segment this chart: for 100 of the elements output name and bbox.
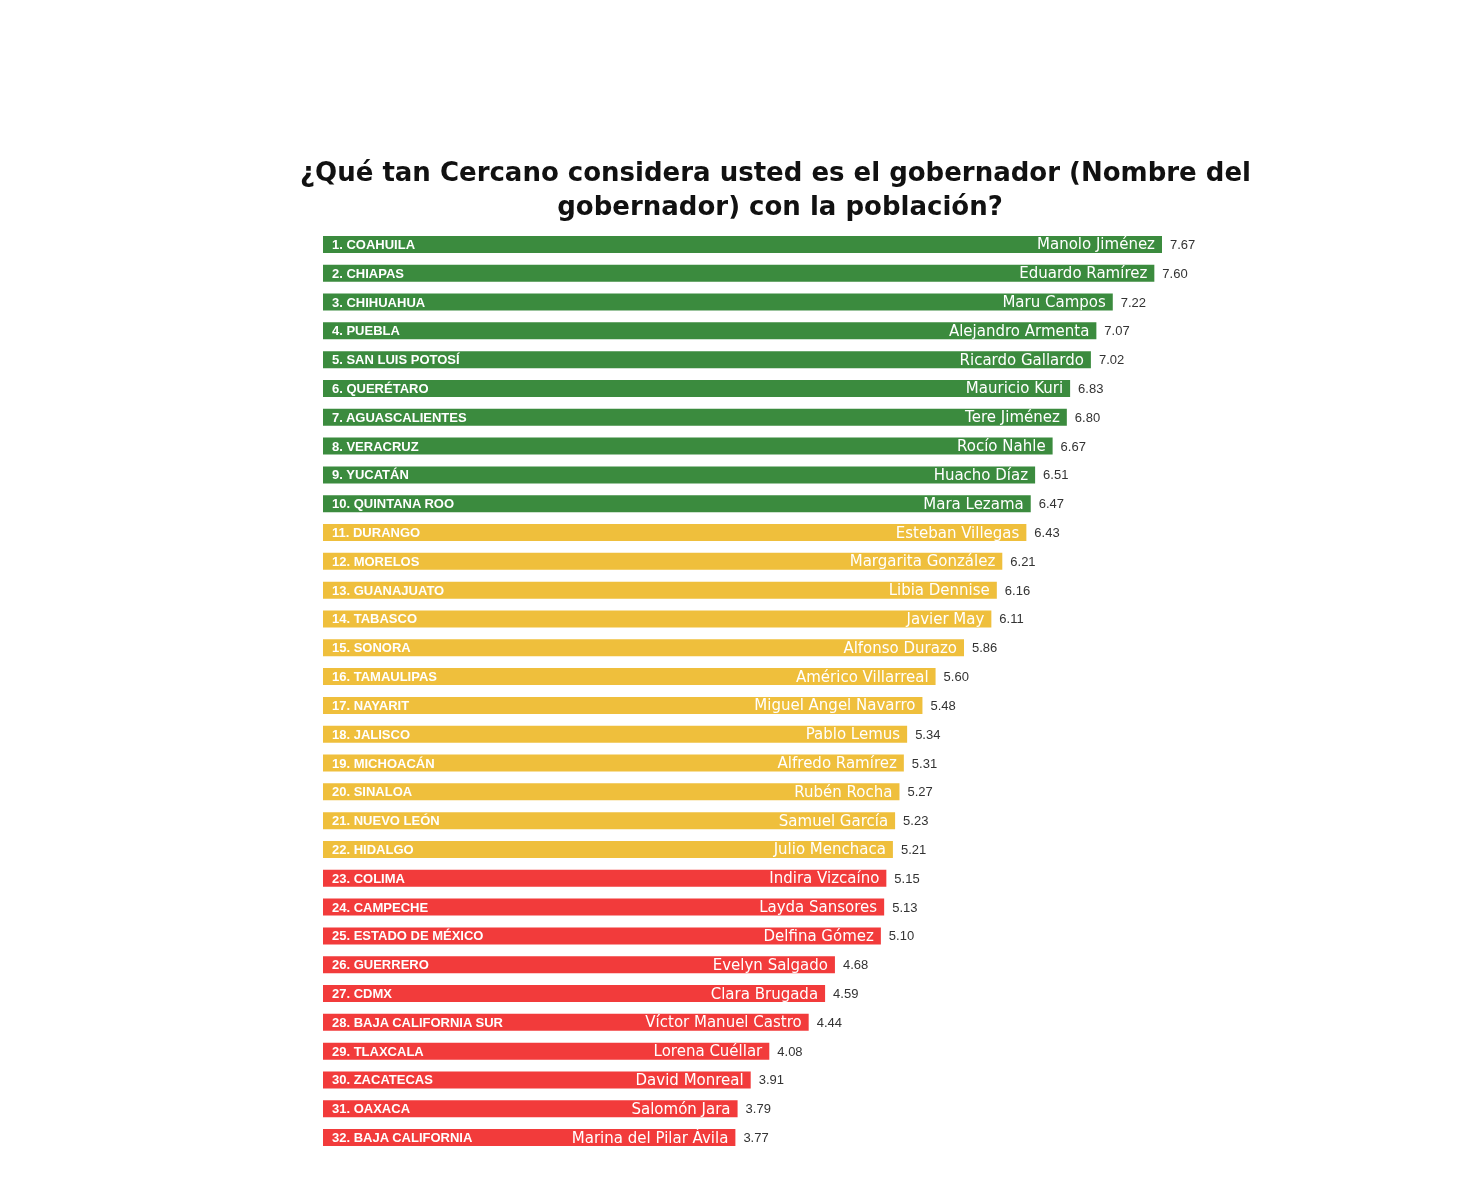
annotation: Esteban Villegas [895,523,1020,542]
y-tick-label: 27. CDMX [332,986,393,1002]
data-label: 4.59 [833,986,859,1002]
data-label: 5.86 [972,640,998,656]
y-tick-label: 25. ESTADO DE MÉXICO [332,928,484,944]
y-tick-label: 12. MORELOS [332,553,420,569]
y-tick-label: 20. SINALOA [332,784,413,800]
y-tick-label: 13. GUANAJUATO [332,582,445,598]
y-tick-label: 23. COLIMA [332,870,406,886]
annotation: Samuel García [778,811,889,830]
annotation: Pablo Lemus [805,725,901,744]
y-tick-label: 24. CAMPECHE [332,899,429,915]
data-label: 5.21 [900,841,927,857]
bar [323,725,908,743]
annotation: Julio Menchaca [772,840,886,859]
annotation: Lorena Cuéllar [653,1042,764,1061]
annotation: David Monreal [635,1070,744,1089]
annotation: Américo Villarreal [795,667,929,686]
annotation: Miguel Ángel Navarro [754,695,916,715]
bar [323,379,1071,397]
y-tick-label: 6. QUERÉTARO [332,380,429,396]
annotation: Evelyn Salgado [712,955,828,974]
annotation: Salomón Jara [631,1099,731,1118]
data-label: 6.16 [1004,582,1031,598]
y-tick-label: 7. AGUASCALIENTES [332,409,467,425]
annotation: Mara Lezama [923,494,1024,513]
bar [323,437,1053,455]
y-tick-label: 11. DURANGO [332,525,421,541]
bar [323,408,1067,426]
annotation: Ricardo Gallardo [959,350,1084,369]
bar [323,235,1162,253]
annotation: Libia Dennise [888,581,990,600]
data-label: 6.80 [1074,409,1101,425]
data-label: 7.60 [1162,265,1188,281]
annotation: Manolo Jiménez [1037,235,1156,254]
y-tick-label: 8. VERACRUZ [332,438,419,454]
y-tick-label: 16. TAMAULIPAS [332,669,438,685]
y-tick-label: 10. QUINTANA ROO [332,496,455,512]
data-label: 6.43 [1034,525,1060,541]
y-tick-label: 3. CHIHUAHUA [332,294,426,310]
bar [323,524,1027,542]
data-label: 6.83 [1078,380,1104,396]
annotation: Margarita González [849,552,996,571]
data-label: 6.11 [999,611,1024,627]
annotation: Alejandro Armenta [948,321,1090,340]
data-label: 6.51 [1043,467,1069,483]
y-tick-label: 28. BAJA CALIFORNIA SUR [332,1014,504,1030]
data-label: 7.67 [1170,236,1196,252]
annotation: Alfredo Ramírez [777,754,897,773]
annotation: Marina del Pilar Ávila [571,1127,729,1147]
data-label: 5.60 [943,669,969,685]
annotation: Tere Jiménez [964,408,1060,427]
data-label: 4.68 [842,957,869,973]
annotation: Delfina Gómez [763,926,874,945]
y-tick-label: 5. SAN LUIS POTOSÍ [332,352,461,368]
annotation: Huacho Díaz [933,465,1029,484]
y-tick-label: 26. GUERRERO [332,957,429,973]
data-label: 3.91 [758,1072,785,1088]
data-label: 5.27 [907,784,933,800]
y-tick-label: 21. NUEVO LEÓN [332,813,440,829]
annotation: Javier May [905,609,985,628]
bar [323,581,997,599]
data-label: 6.47 [1038,496,1065,512]
y-tick-label: 2. CHIAPAS [332,265,405,281]
annotation: Rocío Nahle [957,437,1046,456]
y-tick-label: 19. MICHOACÁN [332,755,435,771]
annotation: Víctor Manuel Castro [645,1013,802,1032]
data-label: 4.08 [777,1043,803,1059]
data-label: 7.07 [1104,323,1130,339]
annotation: Maru Campos [1002,293,1106,312]
y-tick-label: 1. COAHUILA [332,236,416,252]
bar [323,322,1097,340]
annotation: Mauricio Kuri [965,379,1064,398]
annotation: Alfonso Durazo [843,638,958,657]
bar [323,466,1036,484]
y-tick-label: 22. HIDALGO [332,841,414,857]
data-label: 7.22 [1120,294,1147,310]
data-label: 3.79 [745,1101,771,1117]
data-label: 6.67 [1060,438,1086,454]
annotation: Clara Brugada [710,984,819,1003]
annotation: Rubén Rocha [794,782,893,801]
data-label: 5.23 [903,813,929,829]
y-tick-label: 29. TLAXCALA [332,1043,425,1059]
y-tick-label: 30. ZACATECAS [332,1072,434,1088]
y-tick-label: 9. YUCATÁN [332,467,409,483]
annotation: Indira Vizcaíno [769,869,880,888]
bar [323,610,992,628]
y-tick-label: 4. PUEBLA [332,323,401,339]
data-label: 7.02 [1098,352,1125,368]
annotation: Layda Sansores [759,898,878,917]
data-label: 5.10 [888,928,915,944]
annotation: Eduardo Ramírez [1019,264,1148,283]
data-label: 5.34 [915,726,941,742]
y-tick-label: 15. SONORA [332,640,412,656]
chart-title: ¿Qué tan Cercano considera usted es el gobernador (Nombre del gobernador) con la población? [299,157,1261,221]
data-label: 3.77 [743,1130,769,1146]
bar [323,639,965,657]
data-label: 5.48 [930,697,956,713]
y-tick-label: 18. JALISCO [332,726,411,742]
y-tick-label: 17. NAYARIT [332,697,410,713]
